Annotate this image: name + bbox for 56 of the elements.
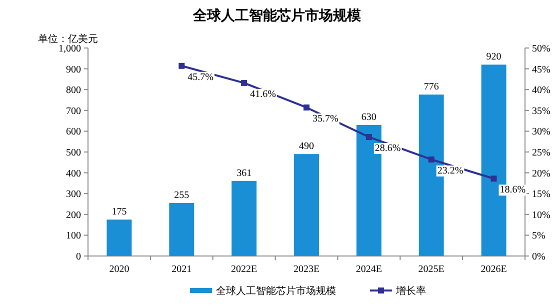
y-tick-label: 800 [66,85,81,96]
legend-label: 全球人工智能芯片市场规模 [216,285,336,297]
legend-label: 增长率 [395,285,426,297]
data-label: 255 [174,190,190,201]
y2-tick-label: 50% [532,44,550,54]
data-label: 776 [424,82,439,93]
point [490,176,497,182]
y2-tick-label: 5% [532,230,546,242]
x-tick-label: 2025E [418,264,444,275]
data-label: 175 [112,206,127,218]
y2-tick-label: 35% [532,106,550,117]
data-label: 630 [361,112,376,123]
x-tick-label: 2026E [480,264,507,275]
y-tick-label: 500 [66,148,81,158]
y-tick-label: 200 [66,210,81,221]
data-label: 920 [486,52,502,63]
y-tick-label: 900 [66,64,81,76]
y-tick-label: 600 [66,126,81,138]
data-label: 28.6% [374,143,401,154]
y2-tick-label: 45% [532,64,550,76]
y2-tick-label: 15% [532,189,550,200]
y2-tick-label: 20% [532,168,550,180]
bar [106,220,132,256]
y-tick-label: 300 [66,189,81,200]
data-label: 45.7% [188,72,214,83]
y-tick-label: 700 [66,106,81,117]
x-tick-label: 2023E [293,264,320,275]
x-tick-label: 2022E [231,264,258,275]
point [241,80,248,86]
data-label: 41.6% [250,88,276,100]
x-tick-label: 2021 [172,264,192,275]
y2-tick-label: 10% [532,210,550,221]
point [178,62,185,69]
y-tick-label: 1,000 [58,44,81,54]
data-label: 35.7% [312,113,338,124]
y2-tick-label: 0% [532,252,546,262]
data-label: 23.2% [437,165,464,176]
y2-tick-label: 40% [532,85,550,96]
point [366,134,372,140]
y-tick-label: 100 [66,230,81,242]
x-tick-label: 2020 [109,264,130,275]
y2-tick-label: 30% [532,126,550,138]
data-label: 490 [299,141,314,152]
point [304,104,310,110]
data-label: 361 [236,168,252,179]
bar [232,180,257,256]
x-tick-label: 2024E [356,264,382,275]
y2-tick-label: 25% [532,148,550,158]
chart-title: 全球人工智能芯片市场规模 [192,7,362,24]
y-tick-label: 400 [66,168,81,180]
bar [169,202,194,256]
y-axis-title: 单位：亿美元 [38,33,98,45]
point [428,156,434,162]
y-tick-label: 0 [76,252,81,262]
data-label: 18.6% [500,184,526,196]
bar [294,154,319,256]
